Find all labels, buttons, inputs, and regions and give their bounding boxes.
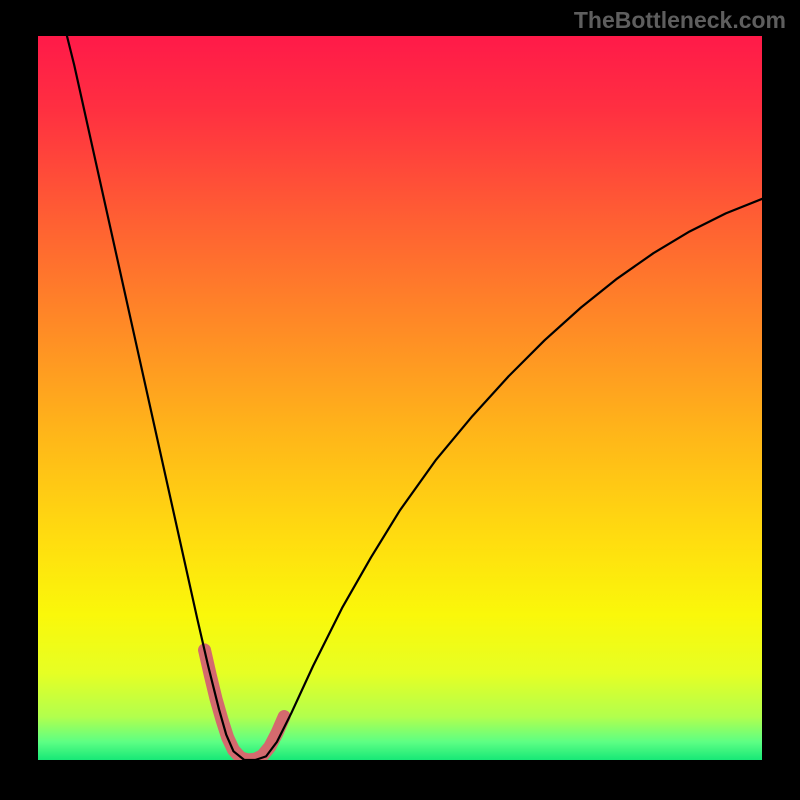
plot-area xyxy=(38,36,762,760)
gradient-background xyxy=(38,36,762,760)
watermark-text: TheBottleneck.com xyxy=(574,7,786,34)
bottleneck-chart xyxy=(0,0,800,800)
